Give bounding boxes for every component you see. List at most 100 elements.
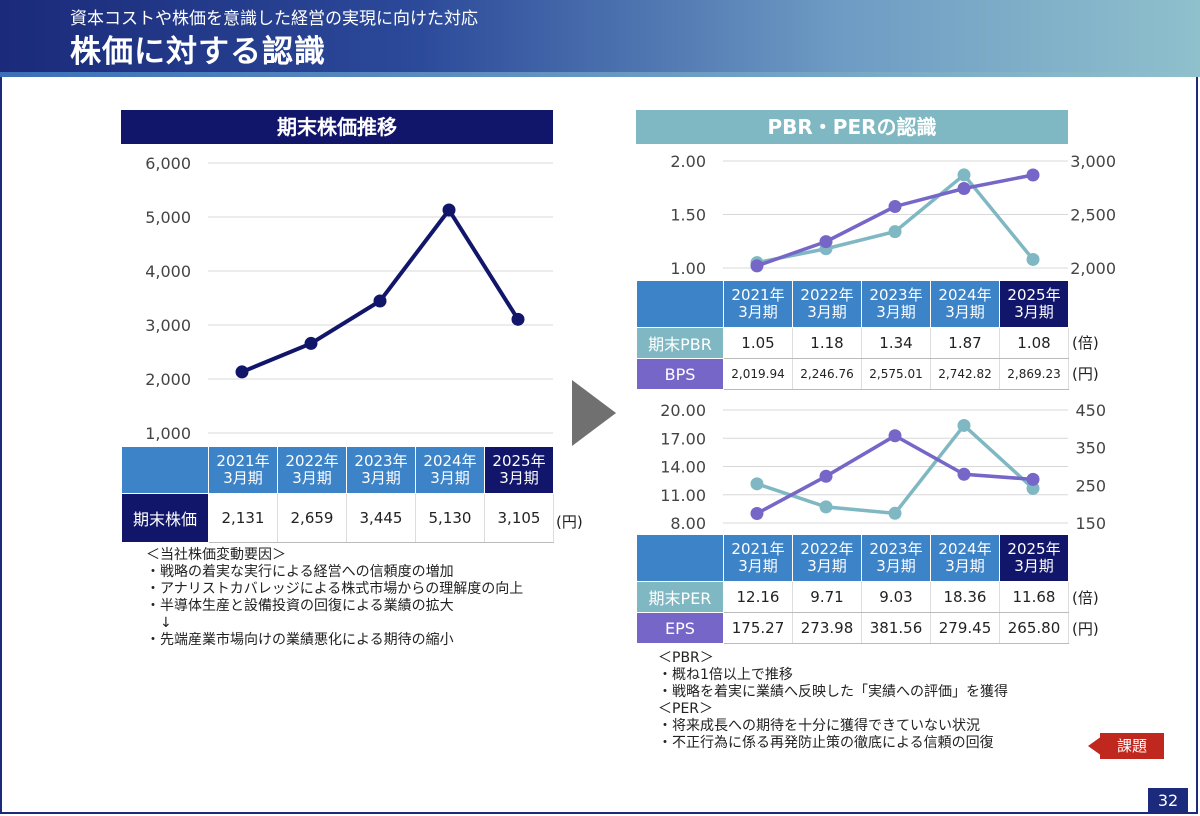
table-cell: 381.56 xyxy=(861,612,931,644)
y-tick-label-right: 350 xyxy=(1075,439,1106,458)
pbr-point xyxy=(888,225,902,239)
y-tick-label-left: 1.00 xyxy=(670,259,706,278)
stock-price-point xyxy=(235,365,249,379)
table-cell: 265.80 xyxy=(999,612,1069,644)
year-header: 2022年 3月期 xyxy=(792,534,862,582)
y-tick-label-left: 11.00 xyxy=(660,486,706,505)
stock-price-point xyxy=(373,294,387,308)
stock-price-point xyxy=(304,336,318,350)
eps-point xyxy=(750,506,764,520)
year-header: 2025年 3月期 xyxy=(999,534,1069,582)
per-point xyxy=(1026,481,1040,495)
table-cell: 1.08 xyxy=(999,327,1069,359)
table-cell: 2,659 xyxy=(277,493,347,543)
y-tick-label: 4,000 xyxy=(145,262,191,281)
y-tick-label-left: 17.00 xyxy=(660,429,706,448)
stock-price-point xyxy=(442,203,456,217)
stock-factors-notes: ＜当社株価変動要因＞ ・戦略の着実な実行による経営への信頼度の増加 ・アナリスト… xyxy=(146,547,524,648)
year-header: 2021年 3月期 xyxy=(723,534,793,582)
table-cell: 2,131 xyxy=(208,493,278,543)
per-eps-chart: 20.00 17.00 14.00 11.00 8.00 450 350 250 150 xyxy=(660,401,1106,533)
year-header: 2024年 3月期 xyxy=(930,534,1000,582)
table-cell: 2,742.82 xyxy=(930,358,1000,390)
year-header: 2023年 3月期 xyxy=(861,534,931,582)
year-header: 2023年 3月期 xyxy=(861,280,931,328)
table-cell: 2,019.94 xyxy=(723,358,793,390)
pbr-row-label: 期末PBR xyxy=(636,327,724,359)
bps-point xyxy=(888,199,902,213)
table-cell: 1.34 xyxy=(861,327,931,359)
year-header: 2023年 3月期 xyxy=(346,446,416,494)
y-tick-label: 1,000 xyxy=(145,424,191,443)
page-title: 株価に対する認識 xyxy=(70,34,326,70)
table-cell: 9.03 xyxy=(861,581,931,613)
year-header: 2025年 3月期 xyxy=(999,280,1069,328)
table-cell: 1.87 xyxy=(930,327,1000,359)
unit-label: (円) xyxy=(1072,365,1099,383)
eps-point xyxy=(819,469,833,483)
year-header: 2021年 3月期 xyxy=(723,280,793,328)
page-number: 32 xyxy=(1148,788,1188,814)
header-divider xyxy=(0,72,1200,77)
table-cell: 279.45 xyxy=(930,612,1000,644)
unit-label: (円) xyxy=(1072,620,1099,638)
year-header: 2022年 3月期 xyxy=(277,446,347,494)
table-cell: 3,445 xyxy=(346,493,416,543)
eps-point xyxy=(888,429,902,443)
y-tick-label-left: 2.00 xyxy=(670,152,706,171)
table-cell: 175.27 xyxy=(723,612,793,644)
table-cell: 2,575.01 xyxy=(861,358,931,390)
stock-price-section-title: 期末株価推移 xyxy=(121,110,553,144)
y-tick-label-left: 20.00 xyxy=(660,401,706,420)
bps-point xyxy=(957,182,971,196)
table-cell: 11.68 xyxy=(999,581,1069,613)
unit-label: (円) xyxy=(556,513,583,531)
per-point xyxy=(819,500,833,514)
y-tick-label-right: 2,000 xyxy=(1070,259,1116,278)
row-label: 期末株価 xyxy=(121,493,209,543)
y-tick-label: 6,000 xyxy=(145,154,191,173)
table-cell: 1.18 xyxy=(792,327,862,359)
y-tick-label-right: 150 xyxy=(1075,514,1106,533)
table-cell: 2,869.23 xyxy=(999,358,1069,390)
y-tick-label: 2,000 xyxy=(145,370,191,389)
y-tick-label-right: 3,000 xyxy=(1070,152,1116,171)
table-corner xyxy=(636,280,724,328)
year-header: 2021年 3月期 xyxy=(208,446,278,494)
y-tick-label-right: 450 xyxy=(1075,401,1106,420)
year-header: 2024年 3月期 xyxy=(930,280,1000,328)
bps-line xyxy=(756,173,1034,268)
y-tick-label: 5,000 xyxy=(145,208,191,227)
page-subtitle: 資本コストや株価を意識した経営の実現に向けた対応 xyxy=(70,9,478,29)
y-tick-label-left: 8.00 xyxy=(670,514,706,533)
y-tick-label-right: 250 xyxy=(1075,476,1106,495)
unit-label: (倍) xyxy=(1072,334,1099,352)
page-header: 資本コストや株価を意識した経営の実現に向けた対応 株価に対する認識 xyxy=(0,0,1200,72)
stock-price-point xyxy=(511,312,525,326)
bps-point xyxy=(1026,168,1040,182)
unit-label: (倍) xyxy=(1072,589,1099,607)
badge-pointer-icon xyxy=(1088,736,1102,756)
y-tick-label-left: 14.00 xyxy=(660,458,706,477)
per-point xyxy=(957,418,971,432)
pbr-bps-table: 2021年 3月期 2022年 3月期 2023年 3月期 2024年 3月期 2025… xyxy=(636,280,1069,390)
y-tick-label: 3,000 xyxy=(145,316,191,335)
right-arrow-icon xyxy=(572,380,616,446)
pbr-point xyxy=(1026,252,1040,266)
eps-row-label: EPS xyxy=(636,612,724,644)
per-point xyxy=(888,506,902,520)
table-cell: 273.98 xyxy=(792,612,862,644)
bps-point xyxy=(750,259,764,273)
stock-price-line xyxy=(241,206,520,374)
per-row-label: 期末PER xyxy=(636,581,724,613)
table-corner xyxy=(636,534,724,582)
year-header: 2024年 3月期 xyxy=(415,446,485,494)
table-corner xyxy=(121,446,209,494)
y-tick-label-left: 1.50 xyxy=(670,206,706,225)
table-cell: 18.36 xyxy=(930,581,1000,613)
bps-row-label: BPS xyxy=(636,358,724,390)
per-point xyxy=(750,477,764,491)
year-header: 2025年 3月期 xyxy=(484,446,554,494)
table-cell: 2,246.76 xyxy=(792,358,862,390)
per-eps-table: 2021年 3月期 2022年 3月期 2023年 3月期 2024年 3月期 2025… xyxy=(636,534,1069,644)
